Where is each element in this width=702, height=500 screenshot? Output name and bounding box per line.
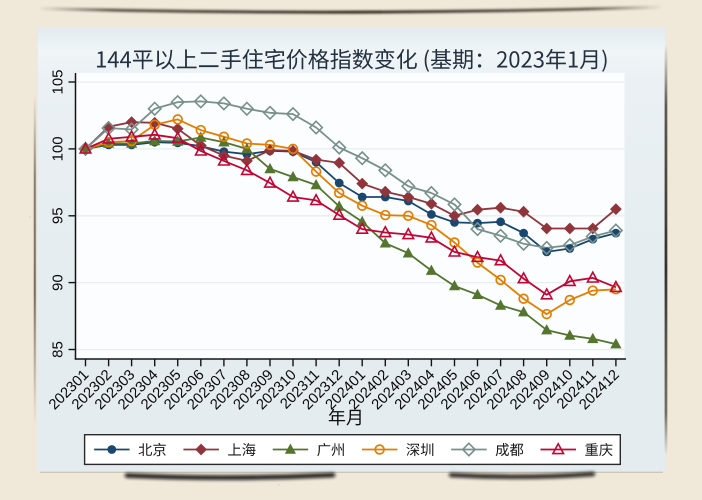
svg-text:105: 105: [50, 69, 67, 94]
svg-text:90: 90: [50, 274, 67, 291]
svg-text:95: 95: [50, 207, 67, 224]
svg-text:100: 100: [50, 136, 67, 161]
svg-text:85: 85: [50, 341, 67, 358]
